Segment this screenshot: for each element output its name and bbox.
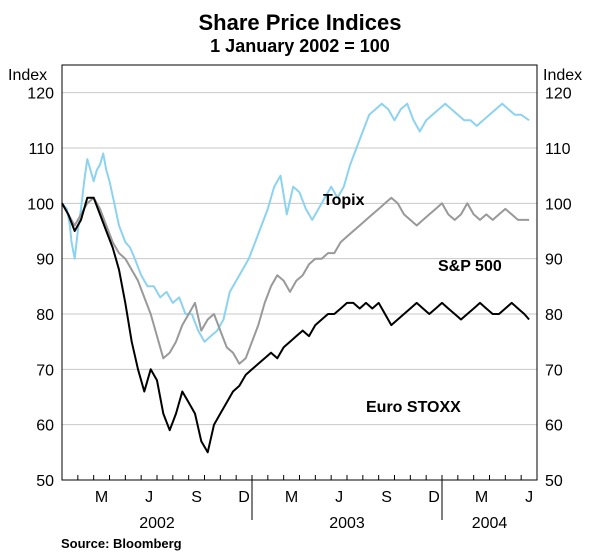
sp500-label: S&P 500 bbox=[438, 258, 502, 275]
y-tick-right-50: 50 bbox=[545, 473, 563, 490]
eurostoxx-label: Euro STOXX bbox=[366, 399, 461, 416]
x-tick-label-6: S bbox=[381, 489, 392, 506]
x-year-label-2003: 2003 bbox=[329, 515, 365, 532]
y-tick-right-70: 70 bbox=[545, 362, 563, 379]
plot-frame bbox=[61, 64, 538, 481]
x-tick-label-1: J bbox=[145, 489, 153, 506]
y-tick-right-120: 120 bbox=[545, 86, 572, 103]
y-tick-right-90: 90 bbox=[545, 252, 563, 269]
source-note: Source: Bloomberg bbox=[61, 536, 182, 551]
y-tick-left-50: 50 bbox=[36, 473, 54, 490]
y-axis-label-left: Index bbox=[8, 67, 47, 84]
y-axis-label-right: Index bbox=[543, 67, 582, 84]
eurostoxx-line bbox=[61, 196, 530, 454]
x-year-label-2002: 2002 bbox=[139, 515, 175, 532]
y-tick-right-60: 60 bbox=[545, 418, 563, 435]
topix-line bbox=[61, 102, 530, 343]
gridlines bbox=[62, 92, 537, 426]
y-tick-left-80: 80 bbox=[36, 307, 54, 324]
series-lines bbox=[61, 102, 530, 454]
y-tick-left-120: 120 bbox=[27, 86, 54, 103]
y-tick-right-80: 80 bbox=[545, 307, 563, 324]
y-tick-right-100: 100 bbox=[545, 196, 572, 213]
y-tick-left-60: 60 bbox=[36, 418, 54, 435]
chart-subtitle: 1 January 2002 = 100 bbox=[210, 36, 390, 56]
y-tick-left-110: 110 bbox=[28, 141, 54, 158]
y-tick-right-110: 110 bbox=[545, 141, 571, 158]
sp500-line bbox=[61, 196, 530, 365]
x-year-label-2004: 2004 bbox=[472, 515, 508, 532]
y-tick-left-90: 90 bbox=[36, 252, 54, 269]
y-tick-left-100: 100 bbox=[27, 196, 54, 213]
x-tick-label-9: J bbox=[525, 489, 533, 506]
x-tick-label-3: D bbox=[238, 489, 250, 506]
x-tick-label-0: M bbox=[95, 489, 108, 506]
x-tick-label-7: D bbox=[428, 489, 440, 506]
x-tick-label-4: M bbox=[285, 489, 298, 506]
chart-title: Share Price Indices bbox=[199, 10, 402, 35]
x-tick-label-8: M bbox=[475, 489, 488, 506]
y-tick-left-70: 70 bbox=[36, 362, 54, 379]
topix-label: Topix bbox=[323, 192, 365, 209]
x-tick-marks: M J S D M J S D M J 2002 2003 2004 bbox=[77, 475, 533, 532]
x-tick-label-5: J bbox=[335, 489, 343, 506]
x-tick-label-2: S bbox=[191, 489, 202, 506]
y-tick-labels: 50 50 60 60 70 70 80 80 90 90 100 100 110 110 120 120 bbox=[27, 86, 572, 490]
